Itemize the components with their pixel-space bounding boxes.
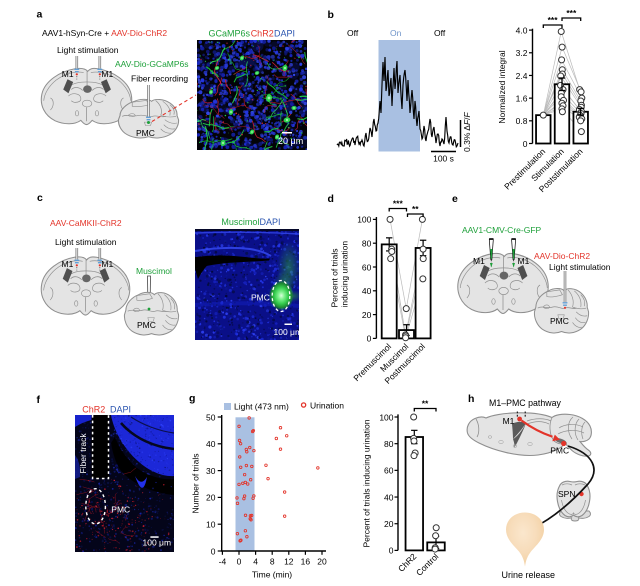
svg-text:e: e	[452, 193, 458, 205]
svg-text:60: 60	[384, 466, 394, 476]
svg-text:Fiber recording: Fiber recording	[131, 74, 188, 84]
svg-text:a: a	[37, 9, 43, 21]
svg-text:ChR2: ChR2	[82, 404, 105, 414]
svg-text:**: **	[422, 399, 429, 409]
svg-text:Light (473 nm): Light (473 nm)	[234, 402, 289, 412]
svg-text:Time (min): Time (min)	[252, 570, 292, 580]
svg-text:100 μm: 100 μm	[274, 327, 300, 337]
svg-text:10: 10	[206, 520, 216, 530]
svg-text:-4: -4	[219, 557, 227, 567]
svg-text:***: ***	[566, 8, 577, 18]
svg-text:50: 50	[206, 412, 216, 422]
svg-text:80: 80	[362, 239, 372, 249]
svg-text:60: 60	[362, 262, 372, 272]
svg-text:PMC: PMC	[111, 505, 130, 515]
svg-text:AAV1-hSyn-Cre + AAV-Dio-ChR2: AAV1-hSyn-Cre + AAV-Dio-ChR2	[42, 28, 167, 38]
svg-text:f: f	[37, 394, 41, 406]
svg-text:0.8: 0.8	[516, 116, 528, 126]
svg-text:h: h	[468, 393, 474, 405]
svg-text:Fiber track: Fiber track	[78, 433, 88, 474]
svg-text:Percent of trials: Percent of trials	[330, 248, 340, 307]
svg-text:On: On	[390, 28, 402, 38]
svg-text:M1: M1	[473, 256, 485, 266]
svg-text:***: ***	[393, 199, 404, 209]
svg-text:inducing urination: inducing urination	[340, 241, 350, 308]
svg-text:Light stimulation: Light stimulation	[55, 237, 117, 247]
svg-text:Light stimulation: Light stimulation	[549, 262, 611, 272]
svg-text:8: 8	[270, 557, 275, 567]
svg-text:0: 0	[523, 139, 528, 149]
svg-text:1.6: 1.6	[516, 93, 528, 103]
svg-text:DAPI: DAPI	[110, 404, 131, 414]
svg-text:2.4: 2.4	[516, 71, 528, 81]
svg-text:AAV1-CMV-Cre-GFP: AAV1-CMV-Cre-GFP	[462, 225, 542, 235]
svg-text:100 μm: 100 μm	[143, 538, 172, 548]
svg-text:***: ***	[548, 15, 559, 25]
svg-text:100 s: 100 s	[433, 154, 454, 164]
svg-text:M1: M1	[62, 259, 74, 269]
svg-text:PMC: PMC	[550, 316, 569, 326]
svg-text:AAV-Dio-ChR2: AAV-Dio-ChR2	[534, 251, 590, 261]
svg-text:16: 16	[301, 557, 311, 567]
svg-text:20: 20	[384, 519, 394, 529]
svg-text:4: 4	[253, 557, 258, 567]
svg-text:20 μm: 20 μm	[278, 136, 303, 146]
svg-text:Control: Control	[414, 551, 441, 578]
svg-text:0: 0	[211, 546, 216, 556]
svg-text:100: 100	[357, 215, 371, 225]
svg-text:M1: M1	[518, 256, 530, 266]
svg-text:M1: M1	[503, 416, 515, 426]
svg-text:M1: M1	[101, 259, 113, 269]
svg-text:d: d	[328, 193, 334, 205]
svg-text:0.3% ΔF/F: 0.3% ΔF/F	[462, 111, 472, 152]
svg-text:PMC: PMC	[251, 293, 270, 303]
svg-text:Number of trials: Number of trials	[191, 454, 201, 514]
svg-text:Urination: Urination	[310, 401, 344, 411]
svg-text:DAPI: DAPI	[274, 29, 295, 39]
svg-text:SPN: SPN	[558, 489, 575, 499]
svg-text:GCaMP6s: GCaMP6s	[209, 29, 251, 39]
svg-text:Percent of trials inducing uri: Percent of trials inducing urination	[362, 419, 372, 547]
svg-text:c: c	[37, 192, 43, 204]
svg-text:M1–PMC pathway: M1–PMC pathway	[489, 398, 561, 408]
svg-text:M1: M1	[62, 69, 74, 79]
svg-text:20: 20	[362, 310, 372, 320]
svg-text:Normalized integral: Normalized integral	[497, 50, 507, 123]
svg-text:0: 0	[237, 557, 242, 567]
svg-text:40: 40	[206, 439, 216, 449]
svg-text:80: 80	[384, 439, 394, 449]
svg-text:Off: Off	[347, 28, 359, 38]
svg-text:PMC: PMC	[137, 320, 156, 330]
svg-text:40: 40	[362, 286, 372, 296]
svg-text:b: b	[328, 9, 334, 21]
svg-text:**: **	[412, 204, 419, 214]
svg-text:4.0: 4.0	[516, 25, 528, 35]
svg-text:30: 30	[206, 466, 216, 476]
svg-text:PMC: PMC	[136, 128, 155, 138]
svg-text:Off: Off	[434, 28, 446, 38]
svg-text:12: 12	[284, 557, 294, 567]
svg-text:40: 40	[384, 492, 394, 502]
svg-text:0: 0	[367, 334, 372, 344]
svg-text:ChR2: ChR2	[251, 29, 274, 39]
svg-text:DAPI: DAPI	[260, 217, 281, 227]
svg-text:AAV-CaMKII-ChR2: AAV-CaMKII-ChR2	[50, 218, 122, 228]
svg-text:0: 0	[389, 546, 394, 556]
svg-text:Muscimol: Muscimol	[221, 217, 259, 227]
svg-text:20: 20	[317, 557, 327, 567]
svg-text:20: 20	[206, 493, 216, 503]
svg-text:AAV-Dio-GCaMP6s: AAV-Dio-GCaMP6s	[115, 59, 189, 69]
svg-text:Light stimulation: Light stimulation	[57, 45, 119, 55]
svg-text:Urine release: Urine release	[502, 570, 556, 580]
svg-text:PMC: PMC	[550, 446, 569, 456]
svg-text:Muscimol: Muscimol	[136, 266, 172, 276]
svg-text:3.2: 3.2	[516, 48, 528, 58]
svg-text:M1: M1	[101, 69, 113, 79]
svg-text:100: 100	[379, 412, 393, 422]
svg-text:g: g	[189, 393, 195, 405]
